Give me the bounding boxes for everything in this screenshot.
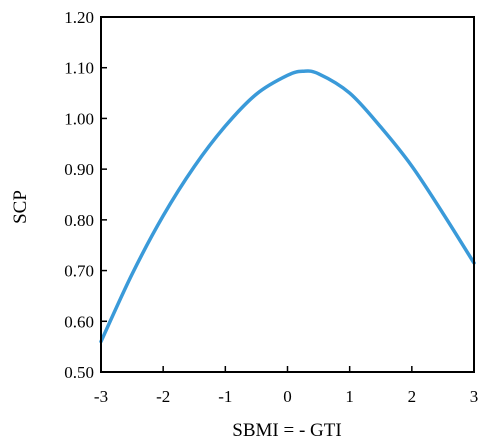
x-tick-label: -1	[218, 387, 232, 406]
x-tick-label: 1	[345, 387, 354, 406]
y-axis-ticks: 0.50 0.60 0.70 0.80 0.90 1.00 1.10 1.20	[64, 8, 107, 382]
y-tick-label: 1.00	[64, 109, 94, 128]
y-tick-label: 0.60	[64, 312, 94, 331]
x-tick-label: 3	[470, 387, 479, 406]
y-tick-label: 1.20	[64, 8, 94, 27]
y-tick-label: 0.70	[64, 262, 94, 281]
y-tick-label: 0.80	[64, 211, 94, 230]
x-axis-label: SBMI = - GTI	[232, 420, 341, 441]
y-tick-label: 0.50	[64, 363, 94, 382]
x-axis-ticks: -3 -2 -1 0 1 2 3	[94, 366, 478, 406]
plot-frame	[100, 16, 475, 373]
y-tick-label: 0.90	[64, 160, 94, 179]
plot-area	[99, 16, 476, 373]
y-tick-label: 1.10	[64, 59, 94, 78]
x-tick-label: -2	[156, 387, 170, 406]
y-axis-label: SCP	[10, 190, 31, 224]
x-tick-label: 2	[408, 387, 417, 406]
series-line-0	[99, 69, 476, 344]
x-tick-label: 0	[283, 387, 292, 406]
x-tick-label: -3	[94, 387, 108, 406]
